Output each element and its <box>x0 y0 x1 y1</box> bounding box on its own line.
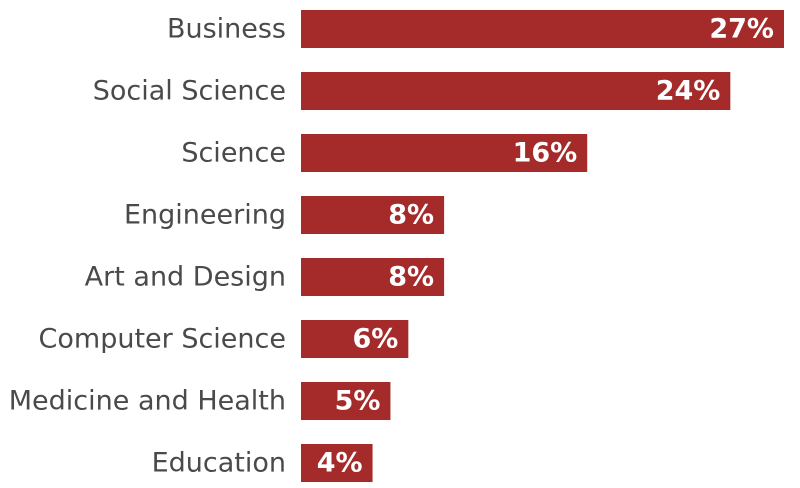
value-labels: 27% 24% 16% 8% 8% 6% 5% 4% <box>317 14 774 479</box>
bar-2 <box>301 134 588 172</box>
value-label-5: 6% <box>352 324 398 355</box>
value-label-4: 8% <box>388 262 434 293</box>
bar-7 <box>301 444 373 482</box>
bar-1 <box>301 72 731 110</box>
bar-4 <box>301 258 445 296</box>
value-label-6: 5% <box>335 386 381 417</box>
category-label-2: Science <box>181 138 286 169</box>
bar-5 <box>301 320 409 358</box>
category-label-5: Computer Science <box>39 324 286 355</box>
value-label-2: 16% <box>513 138 578 169</box>
value-label-7: 4% <box>317 448 363 479</box>
category-labels: Business Social Science Science Engineering… <box>9 14 286 479</box>
category-label-6: Medicine and Health <box>9 386 286 417</box>
bar-3 <box>301 196 445 234</box>
bar-6 <box>301 382 391 420</box>
bar-0 <box>301 10 784 48</box>
category-label-1: Social Science <box>93 76 286 107</box>
category-label-7: Education <box>152 448 286 479</box>
category-label-4: Art and Design <box>85 262 286 293</box>
value-label-3: 8% <box>388 200 434 231</box>
value-label-1: 24% <box>656 76 721 107</box>
category-label-3: Engineering <box>124 200 286 231</box>
category-label-0: Business <box>167 14 286 45</box>
value-label-0: 27% <box>709 14 774 45</box>
bars-layer <box>301 10 784 482</box>
